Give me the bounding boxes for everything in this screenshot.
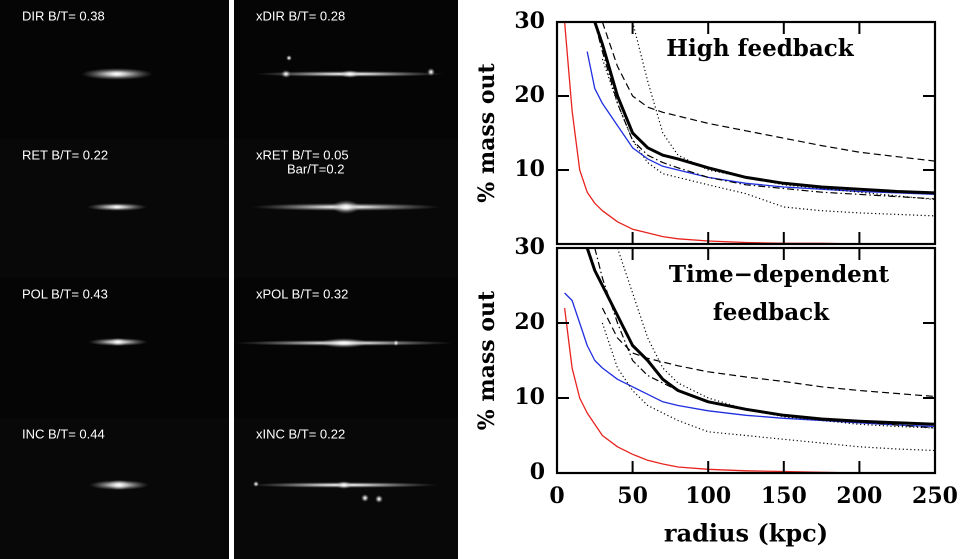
galaxy-glow [393, 340, 399, 346]
galaxy-glow [107, 480, 131, 490]
x-tick-label: 250 [912, 483, 958, 509]
series-line [594, 248, 935, 429]
galaxy-glow [340, 70, 360, 78]
panel-label: RET B/T= 0.22 [22, 147, 108, 162]
y-axis-label: % mass out [474, 290, 500, 430]
image-panel: xDIR B/T= 0.28 [234, 0, 458, 139]
image-panel: INC B/T= 0.44 [0, 418, 229, 559]
galaxy-glow [286, 55, 292, 61]
x-tick-label: 50 [617, 483, 648, 509]
panel-background [234, 278, 458, 418]
series-line [593, 22, 935, 195]
galaxy-glow [320, 338, 368, 348]
panel-label: xPOL B/T= 0.32 [256, 286, 348, 301]
galaxy-glow [253, 481, 259, 487]
image-panel: RET B/T= 0.22 [0, 139, 229, 278]
y-tick-label: 0 [530, 459, 545, 485]
panel-label: xDIR B/T= 0.28 [256, 8, 345, 23]
panel-background [0, 278, 229, 418]
galaxy-glow [107, 204, 127, 210]
panel-background [234, 0, 458, 139]
panel-label: INC B/T= 0.44 [22, 426, 105, 441]
x-tick-label: 200 [836, 483, 882, 509]
annotation: Time−dependent [669, 261, 890, 288]
y-axis-label: % mass out [474, 62, 500, 202]
galaxy-glow [332, 200, 360, 214]
x-axis-label: radius (kpc) [664, 519, 828, 548]
image-panel: DIR B/T= 0.38 [0, 0, 229, 139]
x-tick-label: 0 [549, 483, 564, 509]
image-panel: xINC B/T= 0.22 [234, 418, 458, 559]
galaxy-glow [375, 495, 383, 503]
y-tick-label: 20 [514, 82, 545, 108]
series-line [601, 22, 935, 162]
panel-label: DIR B/T= 0.38 [22, 8, 105, 23]
series-line [585, 248, 935, 426]
annotation: High feedback [666, 35, 855, 62]
y-tick-label: 20 [514, 309, 545, 335]
panel-label: POL B/T= 0.43 [22, 286, 108, 301]
panel-label: xINC B/T= 0.22 [256, 426, 345, 441]
panel-label: xRET B/T= 0.05 [256, 147, 349, 162]
galaxy-glow [336, 481, 352, 489]
image-panel: xPOL B/T= 0.32 [234, 278, 458, 418]
series-line [601, 58, 935, 217]
galaxy-glow [281, 70, 291, 78]
galaxy-glow [103, 70, 131, 78]
y-tick-label: 30 [514, 8, 545, 34]
y-tick-label: 10 [514, 384, 545, 410]
plot-frame [555, 20, 937, 246]
panel-note: Bar/T=0.2 [287, 161, 344, 176]
image-panel: POL B/T= 0.43 [0, 278, 229, 418]
galaxy-glow [427, 68, 435, 76]
annotation: feedback [713, 299, 830, 326]
y-tick-label: 10 [514, 156, 545, 182]
galaxy-glow [361, 494, 369, 502]
series-line [601, 307, 935, 398]
x-tick-label: 150 [761, 483, 807, 509]
y-tick-label: 30 [514, 234, 545, 260]
galaxy-glow [108, 338, 128, 346]
plot-frame [555, 246, 937, 475]
x-tick-label: 100 [685, 483, 731, 509]
